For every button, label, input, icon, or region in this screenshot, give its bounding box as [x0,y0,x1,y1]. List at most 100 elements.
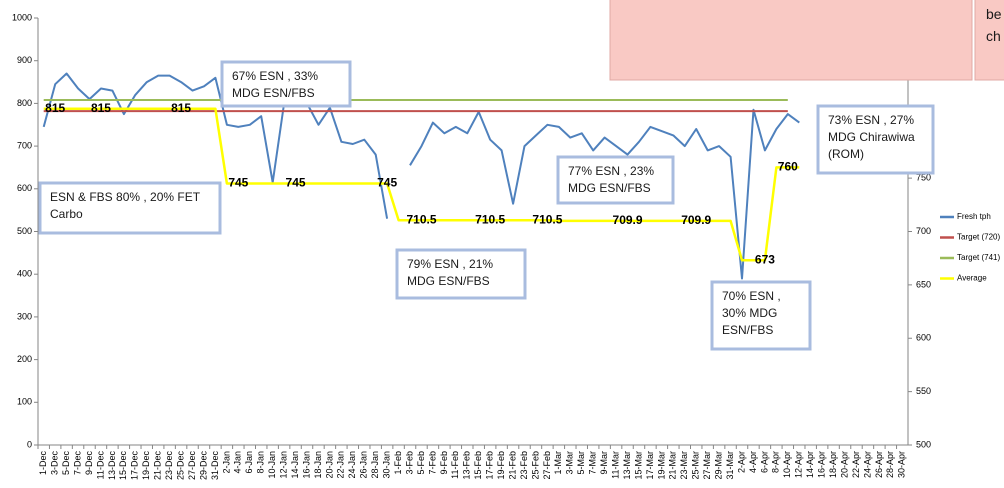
x-tick-label: 8-Jan [256,451,266,474]
x-tick-label: 10-Jan [267,451,277,479]
x-tick-label: 15-Feb [473,451,483,480]
y-tick-label: 200 [17,354,32,364]
data-label: 710.5 [475,212,505,226]
x-tick-label: 18-Jan [313,451,323,479]
x-tick-label: 1-Feb [393,451,403,475]
x-tick-label: 29-Mar [713,451,723,480]
x-tick-label: 19-Mar [656,451,666,480]
annotation-text: 70% ESN , [722,289,781,303]
y2-tick-label: 550 [916,386,931,396]
annotation-text: MDG ESN/FBS [407,274,490,288]
x-tick-label: 3-Mar [565,451,575,475]
legend-label: Target (741) [957,253,1000,262]
x-tick-label: 9-Feb [439,451,449,475]
y-tick-label: 0 [27,439,32,449]
x-tick-label: 23-Feb [519,451,529,480]
annotation-text: ch [986,28,1001,44]
y-tick-label: 500 [17,226,32,236]
x-tick-label: 7-Dec [72,451,82,476]
x-tick-label: 28-Jan [370,451,380,479]
annotation-text: be [986,6,1002,22]
x-tick-label: 26-Apr [874,451,884,478]
x-tick-label: 13-Mar [622,451,632,480]
legend-label: Fresh tph [957,212,991,221]
x-tick-label: 11-Feb [450,451,460,479]
x-tick-label: 18-Apr [828,451,838,478]
x-tick-label: 13-Dec [107,451,117,481]
data-label: 710.5 [532,212,562,226]
annotation-box [38,181,222,235]
x-tick-label: 5-Mar [576,451,586,475]
series-line [43,107,800,262]
x-tick-label: 17-Dec [130,451,140,481]
x-tick-label: 2-Apr [736,451,746,473]
annotation-text: 30% MDG [722,306,777,320]
x-tick-label: 20-Jan [324,451,334,479]
x-tick-label: 1-Dec [38,451,48,476]
x-tick-label: 1-Mar [553,451,563,475]
x-tick-label: 5-Dec [61,451,71,476]
y2-tick-label: 650 [916,279,931,289]
series-line [42,72,800,280]
x-tick-label: 10-Apr [782,451,792,478]
x-tick-label: 17-Mar [645,451,655,480]
x-tick-label: 3-Feb [404,451,414,475]
x-tick-label: 21-Feb [507,451,517,480]
x-tick-label: 27-Feb [542,451,552,480]
x-tick-label: 7-Mar [588,451,598,475]
annotation-text: Carbo [50,207,83,221]
y-tick-label: 300 [17,311,32,321]
x-tick-label: 9-Mar [599,451,609,475]
x-tick-label: 14-Jan [290,451,300,479]
annotation-text: MDG ESN/FBS [232,86,315,100]
y-tick-label: 1000 [12,12,32,22]
y2-tick-label: 750 [916,173,931,183]
y-tick-label: 700 [17,140,32,150]
note-box [974,0,1004,81]
x-tick-label: 12-Apr [794,451,804,478]
x-tick-label: 8-Apr [771,451,781,473]
x-tick-label: 6-Jan [244,451,254,474]
annotation-text: 79% ESN , 21% [407,257,493,271]
x-tick-label: 24-Apr [862,451,872,478]
x-tick-label: 6-Apr [759,451,769,473]
x-tick-label: 3-Dec [50,451,60,476]
note-box [609,0,973,81]
annotation-box [556,155,675,205]
x-tick-label: 25-Feb [530,451,540,480]
y2-tick-label: 500 [916,439,931,449]
x-tick-label: 19-Feb [496,451,506,480]
y2-tick-label: 600 [916,333,931,343]
x-tick-label: 17-Feb [485,451,495,480]
x-tick-label: 9-Dec [84,451,94,476]
x-tick-label: 22-Apr [851,451,861,478]
annotation-text: 73% ESN , 27% [828,113,914,127]
data-label: 815 [171,101,191,115]
x-tick-label: 21-Mar [668,451,678,480]
x-tick-label: 28-Apr [885,451,895,478]
y-tick-label: 400 [17,269,32,279]
x-tick-label: 11-Mar [610,451,620,479]
data-label: 673 [755,252,775,266]
data-label: 745 [377,176,397,190]
annotation-box [220,60,352,108]
x-tick-label: 31-Dec [210,451,220,481]
annotation-text: 77% ESN , 23% [568,164,654,178]
x-tick-label: 30-Apr [897,451,907,478]
x-tick-label: 31-Mar [725,451,735,480]
x-tick-label: 24-Jan [347,451,357,479]
x-tick-label: 23-Dec [164,451,174,481]
x-tick-label: 26-Jan [359,451,369,479]
data-label: 709.9 [613,213,643,227]
x-tick-label: 4-Apr [748,451,758,473]
data-label: 745 [228,176,248,190]
legend-label: Target (720) [957,233,1000,242]
y-tick-label: 600 [17,183,32,193]
data-label: 760 [778,160,798,174]
y2-tick-label: 700 [916,226,931,236]
data-label: 815 [91,101,111,115]
data-label: 745 [286,176,306,190]
x-tick-label: 15-Dec [118,451,128,481]
